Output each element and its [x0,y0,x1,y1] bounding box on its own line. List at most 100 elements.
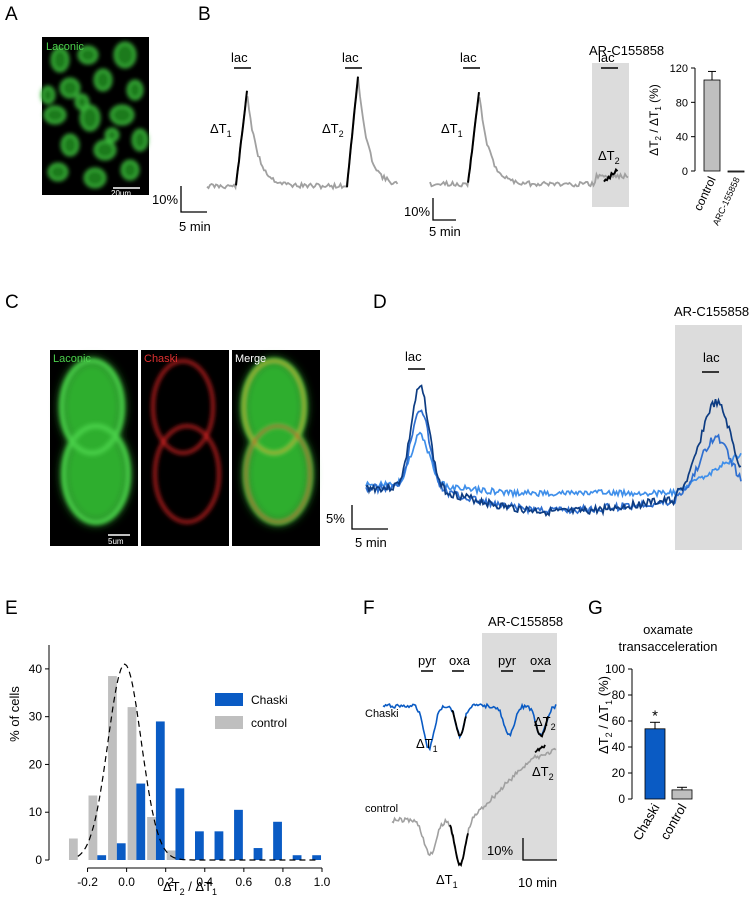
panel-label-a: A [5,4,18,25]
scalebar-label-c: 5um [108,537,124,546]
trace-f-control-dt2 [534,744,546,754]
trace-label-control: control [365,803,398,815]
dt1-label-b1: ΔT1 [210,121,232,139]
dt2-label-b1: ΔT2 [322,121,344,139]
lac-label-1: lac [231,50,248,65]
scalebar-x-d: 5 min [355,535,387,550]
scalebar-x-b2: 5 min [429,224,461,239]
pyr-label-2: pyr [498,653,517,668]
dt1-label-b2: ΔT1 [441,121,463,139]
scalebar-y-b1: 10% [152,192,178,207]
scalebar-x-b1: 5 min [179,219,211,234]
trace-b2-dt [346,76,359,188]
micrograph-laconic-cells: Laconic 20um [40,37,149,198]
panel-label-f: F [363,598,375,619]
label-ar-d: AR-C155858 [674,304,749,319]
panel-d-traces: AR-C155858 lac lac 5% 5 min [326,304,749,550]
gaussian-fit-e [77,663,317,861]
trace-f-chaski [382,702,557,752]
shade-b [592,63,629,207]
bar-control [703,79,721,172]
bar-chaski [116,843,126,860]
panel-label-b: B [198,4,211,25]
bar-chaski [97,855,107,860]
bar-chaski [292,855,302,860]
bar-chaski [195,831,204,860]
bar-control [166,850,176,860]
dt1-label-f2: ΔT1 [436,872,458,890]
scalebar-x-f: 10 min [518,875,557,890]
panel-f-traces: AR-C155858 pyr oxa pyr oxa Chaski contro… [365,614,563,890]
label-ar-b: AR-C155858 [589,43,664,58]
trace-label-chaski: Chaski [365,708,399,720]
y-tick-label-e: 30 [29,710,43,724]
title-g-line1: oxamate [643,622,693,637]
bar-chaski [175,788,185,860]
y-tick-label-b: 0 [682,166,688,178]
trace-b1 [206,78,399,191]
x-tick-label-e: 0.8 [275,875,292,889]
x-tick-label-e: 0.4 [196,875,213,889]
trace-b2-dt2 [603,167,619,183]
scalebar-y-b2: 10% [404,204,430,219]
lac-label-4: lac [598,50,615,65]
label-c-chaski: Chaski [144,353,178,365]
x-tick-label-e: -0.2 [77,875,98,889]
y-tick-label-g: 60 [612,714,626,728]
y-tick-label-g: 0 [618,792,625,806]
bar-control [108,676,117,860]
bar-chaski [155,721,165,860]
x-tick-label-e: 0.0 [118,875,135,889]
x-tick-label-e: 0.6 [236,875,253,889]
bar-control [671,789,693,800]
y-tick-label-e: 40 [29,662,43,676]
chart-g-bars: oxamate transacceleration ΔT2 / ΔT1 (%) … [596,622,718,843]
legend-swatch-control [215,716,243,729]
oxa-label-1: oxa [449,653,471,668]
panel-label-g: G [588,598,603,619]
legend-label-control: control [251,716,287,730]
scalebar-y-d: 5% [326,511,345,526]
trace-d-mid [365,409,742,516]
trace-b2-dt1 [467,91,480,183]
bar-control [147,817,156,860]
y-tick-label-e: 10 [29,805,43,819]
label-c-laconic: Laconic [53,353,91,365]
label-ar-f: AR-C155858 [488,614,563,629]
lac-label-3: lac [460,50,477,65]
bar-arc-155858 [727,170,745,173]
x-tick-label-e: 0.2 [157,875,174,889]
trace-f-chaski-dt [451,709,467,737]
legend-swatch-chaski [215,693,243,706]
y-axis-label-e: % of cells [7,686,22,742]
micrographs-c: Laconic Chaski Merge 5um [50,350,320,546]
x-tick-label-b: control [691,174,719,213]
y-tick-label-b: 120 [670,63,688,75]
y-tick-label-g: 40 [612,740,626,754]
oxa-label-2: oxa [530,653,552,668]
panel-label-c: C [5,292,19,313]
scalebar-label-a: 20um [111,189,131,198]
x-tick-label-e: 1.0 [314,875,331,889]
panel-label-e: E [5,598,18,619]
y-tick-label-g: 100 [605,662,625,676]
lac-label-2: lac [342,50,359,65]
y-tick-label-b: 80 [676,97,688,109]
bar-chaski [253,848,263,860]
y-axis-label-b: ΔT2 / ΔT1 (%) [647,84,663,156]
chart-e-histogram: % of cells ΔT2 / ΔT1 0 10 20 30 40 -0.2 0.0 0.2… [7,645,331,897]
x-tick-label-g: control [657,801,690,842]
trace-b2 [429,97,629,189]
dt2-label-b2: ΔT2 [598,148,620,166]
trace-f-chaski-dt2 [534,716,549,738]
dt1-label-f1: ΔT1 [416,736,438,754]
dt2-label-f2: ΔT2 [532,764,554,782]
y-tick-label-b: 40 [676,132,688,144]
bar-control [127,707,137,860]
bar-chaski [644,728,666,800]
bar-chaski [214,831,224,860]
trace-b1-dt [235,90,248,186]
